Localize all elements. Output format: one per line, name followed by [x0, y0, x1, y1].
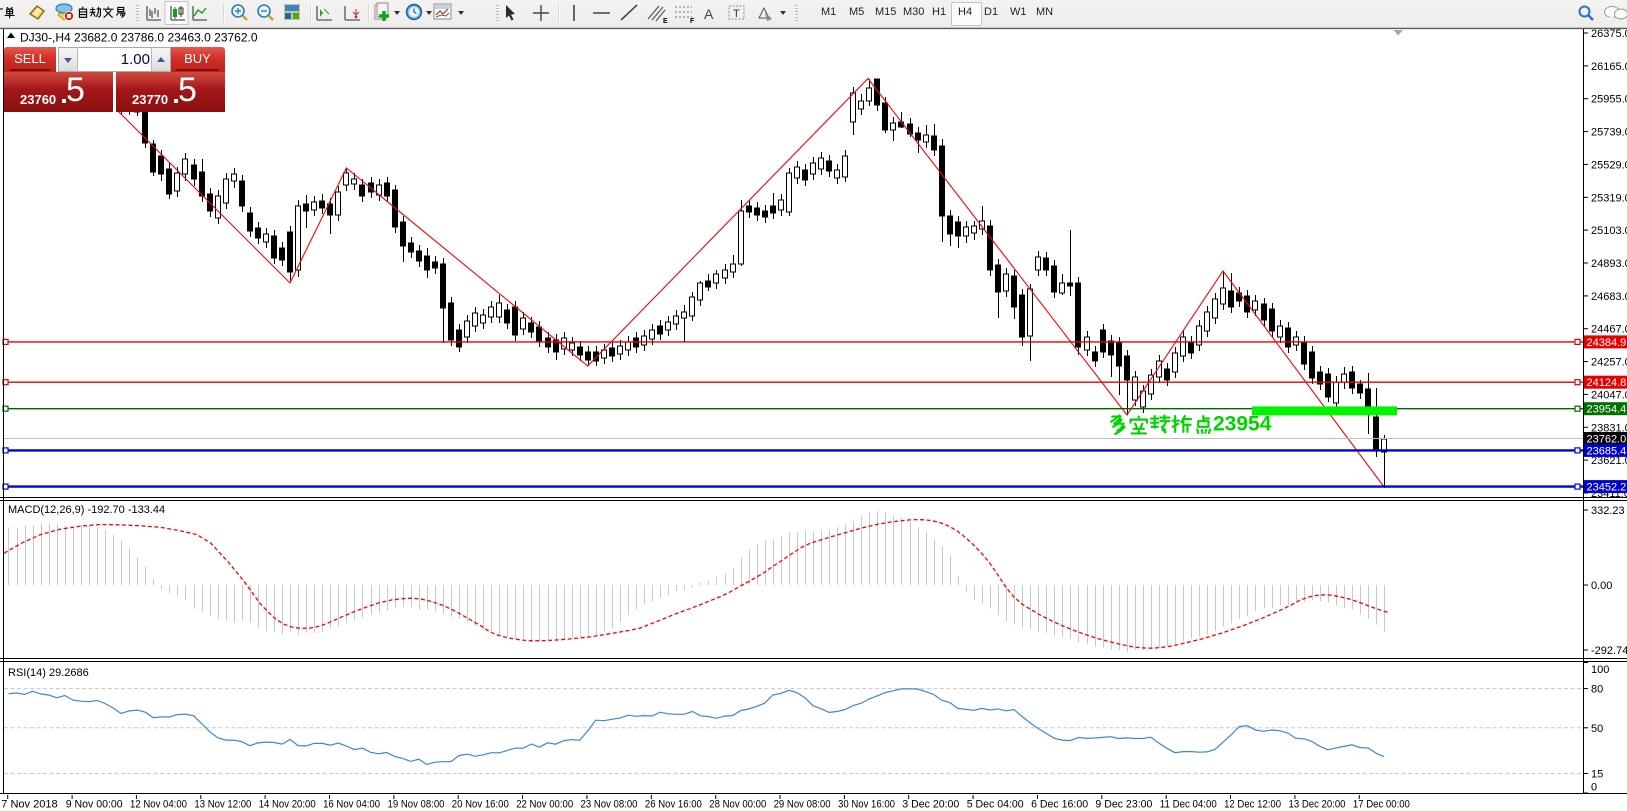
svg-text:7 Nov 2018: 7 Nov 2018 [1, 799, 57, 811]
svg-text:E: E [663, 18, 668, 25]
svg-text:23452.2: 23452.2 [1587, 482, 1627, 494]
svg-text:25739.0: 25739.0 [1591, 127, 1627, 139]
svg-text:6 Dec 16:00: 6 Dec 16:00 [1031, 799, 1088, 811]
svg-text:25529.0: 25529.0 [1591, 159, 1627, 171]
svg-text:25103.0: 25103.0 [1591, 225, 1627, 237]
svg-text:19 Nov 08:00: 19 Nov 08:00 [388, 799, 445, 811]
svg-text:0: 0 [1591, 782, 1597, 794]
svg-text:24047.0: 24047.0 [1591, 389, 1627, 401]
svg-text:28 Nov 00:00: 28 Nov 00:00 [709, 799, 766, 811]
svg-text:22 Nov 00:00: 22 Nov 00:00 [516, 799, 573, 811]
svg-text:11 Dec 04:00: 11 Dec 04:00 [1160, 799, 1217, 811]
svg-text:9 Dec 23:00: 9 Dec 23:00 [1095, 799, 1152, 811]
svg-text:DJ30-,H4 23682.0 23786.0 2346: DJ30-,H4 23682.0 23786.0 23463.0 23762.0 [20, 31, 258, 45]
svg-text:23685.4: 23685.4 [1587, 445, 1627, 457]
svg-text:13 Nov 12:00: 13 Nov 12:00 [194, 799, 251, 811]
svg-text:0.00: 0.00 [1591, 580, 1612, 592]
svg-text:13 Dec 20:00: 13 Dec 20:00 [1289, 799, 1346, 811]
svg-text:24124.8: 24124.8 [1587, 377, 1627, 389]
svg-text:50: 50 [1591, 723, 1603, 735]
svg-text:24257.0: 24257.0 [1591, 357, 1627, 369]
svg-text:23954.4: 23954.4 [1587, 404, 1627, 416]
svg-text:24384.9: 24384.9 [1587, 337, 1627, 349]
svg-text:5 Dec 04:00: 5 Dec 04:00 [967, 799, 1024, 811]
svg-text:MACD(12,26,9) -192.70 -133.44: MACD(12,26,9) -192.70 -133.44 [8, 504, 165, 516]
svg-text:29 Nov 08:00: 29 Nov 08:00 [774, 799, 831, 811]
svg-text:332.23: 332.23 [1591, 505, 1625, 517]
svg-text:9 Nov 00:00: 9 Nov 00:00 [66, 799, 123, 811]
svg-text:3 Dec 20:00: 3 Dec 20:00 [902, 799, 959, 811]
svg-text:23954: 23954 [1213, 413, 1272, 436]
svg-text:25955.0: 25955.0 [1591, 94, 1627, 106]
svg-text:23831.0: 23831.0 [1591, 422, 1627, 434]
svg-text:100: 100 [1591, 664, 1609, 676]
svg-text:20 Nov 16:00: 20 Nov 16:00 [452, 799, 509, 811]
svg-text:30 Nov 16:00: 30 Nov 16:00 [838, 799, 895, 811]
svg-text:23762.0: 23762.0 [1587, 434, 1627, 446]
svg-text:T: T [733, 8, 740, 20]
svg-text:26 Nov 16:00: 26 Nov 16:00 [645, 799, 702, 811]
svg-text:26165.0: 26165.0 [1591, 61, 1627, 73]
svg-text:24467.0: 24467.0 [1591, 324, 1627, 336]
svg-text:16 Nov 04:00: 16 Nov 04:00 [323, 799, 380, 811]
svg-text:24893.0: 24893.0 [1591, 258, 1627, 270]
svg-text:14 Nov 20:00: 14 Nov 20:00 [259, 799, 316, 811]
svg-text:F: F [690, 18, 695, 25]
svg-text:A: A [704, 6, 714, 22]
svg-text:RSI(14) 29.2686: RSI(14) 29.2686 [8, 667, 89, 679]
svg-text:15: 15 [1591, 769, 1603, 781]
svg-text:80: 80 [1591, 684, 1603, 696]
svg-text:24683.0: 24683.0 [1591, 291, 1627, 303]
svg-text:-292.74: -292.74 [1591, 645, 1627, 657]
svg-text:12 Dec 12:00: 12 Dec 12:00 [1224, 799, 1281, 811]
svg-text:25319.0: 25319.0 [1591, 192, 1627, 204]
svg-text:26375.0: 26375.0 [1591, 28, 1627, 40]
svg-text:12 Nov 04:00: 12 Nov 04:00 [130, 799, 187, 811]
svg-text:17 Dec 00:00: 17 Dec 00:00 [1353, 799, 1410, 811]
svg-text:23621.0: 23621.0 [1591, 455, 1627, 467]
svg-text:23 Nov 08:00: 23 Nov 08:00 [581, 799, 638, 811]
